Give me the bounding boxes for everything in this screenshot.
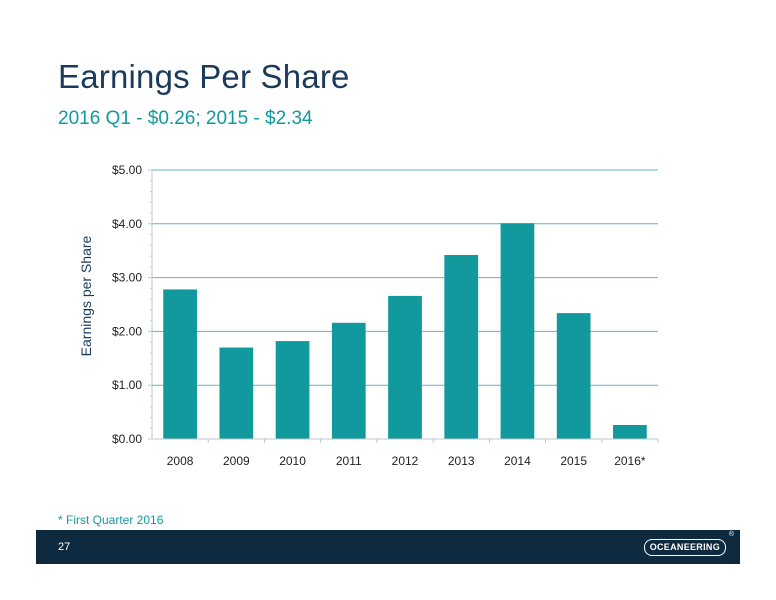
- bars: [163, 223, 647, 439]
- oceaneering-logo: OCEANEERING: [643, 539, 726, 556]
- x-tick-label: 2010: [279, 454, 306, 468]
- x-tick-label: 2012: [392, 454, 419, 468]
- x-tick-label: 2014: [504, 454, 531, 468]
- y-tick-label: $5.00: [112, 163, 142, 177]
- y-tick-label: $4.00: [112, 217, 142, 231]
- bar-2008: [163, 289, 197, 439]
- y-tick-label: $1.00: [112, 378, 142, 392]
- bar-2014: [500, 223, 535, 439]
- x-tick-label: 2009: [223, 454, 250, 468]
- x-tick-label: 2013: [448, 454, 475, 468]
- bar-2015: [556, 313, 591, 439]
- registered-mark-icon: ®: [728, 531, 734, 538]
- bar-2011: [331, 322, 366, 439]
- page-number: 27: [58, 541, 71, 553]
- x-tick-label: 2016*: [614, 454, 646, 468]
- bar-2016q1: [613, 425, 647, 439]
- slide-subtitle: 2016 Q1 - $0.26; 2015 - $2.34: [58, 108, 313, 129]
- footer-bar: 27 OCEANEERING ®: [36, 530, 740, 564]
- x-tick-label: 2008: [167, 454, 194, 468]
- y-axis-label: Earnings per Share: [78, 235, 94, 356]
- bar-2013: [444, 255, 479, 439]
- footnote: * First Quarter 2016: [58, 513, 164, 527]
- slide-title: Earnings Per Share: [58, 58, 350, 95]
- y-tick-label: $2.00: [112, 324, 142, 338]
- bar-2010: [275, 341, 310, 439]
- y-tick-label: $3.00: [112, 271, 142, 285]
- axes: $0.00 $1.00 $2.00 $3.00 $4.00 $5.00 2008 2009 20…: [112, 163, 659, 468]
- x-tick-label: 2015: [560, 454, 587, 468]
- y-tick-label: $0.00: [112, 432, 142, 446]
- x-tick-label: 2011: [336, 454, 362, 468]
- bar-2009: [219, 347, 254, 439]
- bar-2012: [388, 295, 422, 439]
